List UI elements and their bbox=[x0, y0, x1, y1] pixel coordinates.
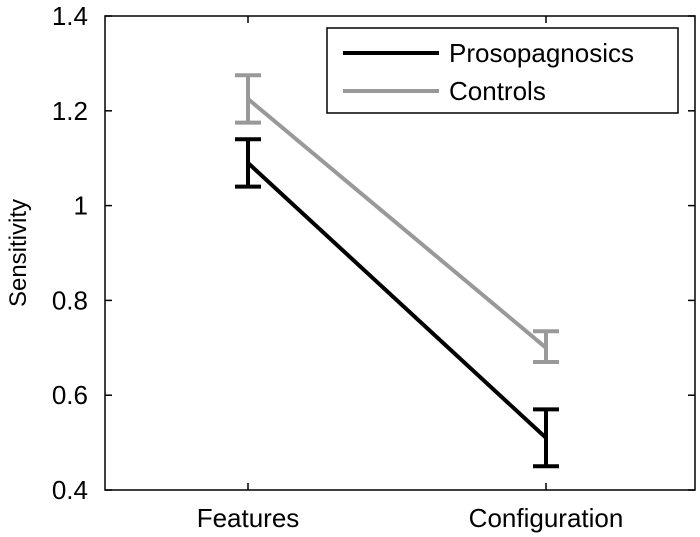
y-tick-label: 0.8 bbox=[52, 285, 88, 315]
x-tick-label: Configuration bbox=[469, 503, 624, 533]
y-axis-label: Sensitivity bbox=[5, 199, 32, 307]
y-axis-ticks bbox=[105, 15, 695, 491]
y-tick-label: 1.4 bbox=[52, 1, 88, 31]
series-layer bbox=[235, 73, 559, 469]
series-prosopagnosics bbox=[235, 137, 559, 469]
series-line bbox=[246, 97, 548, 350]
legend-label: Prosopagnosics bbox=[449, 38, 634, 68]
x-tick-label: Features bbox=[197, 503, 300, 533]
y-tick-label: 1 bbox=[74, 191, 88, 221]
y-tick-label: 0.6 bbox=[52, 380, 88, 410]
x-axis-tick-labels: Features Configuration bbox=[197, 503, 624, 533]
series-line bbox=[246, 161, 548, 440]
y-axis-tick-labels: 0.4 0.6 0.8 1 1.2 1.4 bbox=[52, 1, 88, 505]
legend-box bbox=[326, 27, 679, 114]
legend-label: Controls bbox=[449, 76, 546, 106]
legend: Prosopagnosics Controls bbox=[326, 27, 679, 114]
series-controls bbox=[235, 73, 559, 365]
legend-items: Prosopagnosics Controls bbox=[343, 38, 634, 106]
y-tick-label: 0.4 bbox=[52, 475, 88, 505]
y-tick-label: 1.2 bbox=[52, 96, 88, 126]
x-axis-ticks bbox=[247, 16, 547, 490]
